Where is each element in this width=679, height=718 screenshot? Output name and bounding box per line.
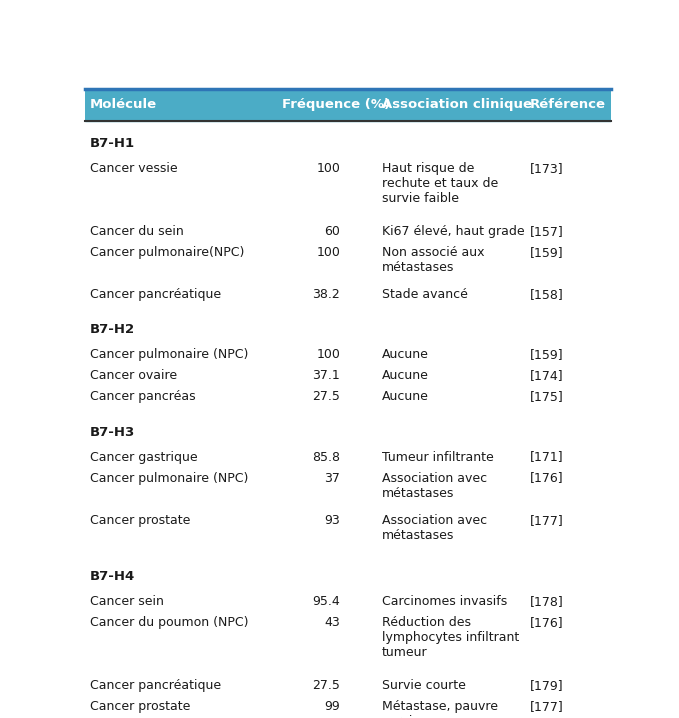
Bar [85,89,611,121]
Text: Association avec
métastases: Association avec métastases [382,513,488,541]
Text: Fréquence (%): Fréquence (%) [282,98,390,111]
Text: Aucune: Aucune [382,369,429,382]
Text: Haut risque de
rechute et taux de
survie faible: Haut risque de rechute et taux de survie… [382,162,498,205]
Text: Cancer pulmonaire (NPC): Cancer pulmonaire (NPC) [90,348,249,361]
Text: [178]: [178] [530,595,564,608]
Text: Réduction des
lymphocytes infiltrant
tumeur: Réduction des lymphocytes infiltrant tum… [382,616,519,659]
Text: Aucune: Aucune [382,391,429,404]
Text: Molécule: Molécule [90,98,158,111]
Text: [177]: [177] [530,700,564,713]
Text: Association avec
métastases: Association avec métastases [382,472,488,500]
Text: Métastase, pauvre
survie: Métastase, pauvre survie [382,700,498,718]
Text: Carcinomes invasifs: Carcinomes invasifs [382,595,507,608]
Text: [174]: [174] [530,369,563,382]
Text: 85.8: 85.8 [312,450,340,464]
Text: B7-H4: B7-H4 [90,570,135,583]
Text: Cancer pulmonaire(NPC): Cancer pulmonaire(NPC) [90,246,244,259]
Text: Cancer pancréas: Cancer pancréas [90,391,196,404]
Text: [158]: [158] [530,288,564,301]
Text: 43: 43 [325,616,340,629]
Text: Cancer gastrique: Cancer gastrique [90,450,198,464]
Text: Référence: Référence [530,98,606,111]
Text: Cancer ovaire: Cancer ovaire [90,369,177,382]
Text: [159]: [159] [530,348,563,361]
Text: 27.5: 27.5 [312,679,340,692]
Text: [157]: [157] [530,225,564,238]
Text: Ki67 élevé, haut grade: Ki67 élevé, haut grade [382,225,525,238]
Text: Stade avancé: Stade avancé [382,288,468,301]
Text: [176]: [176] [530,616,563,629]
Text: Cancer sein: Cancer sein [90,595,164,608]
Text: B7-H3: B7-H3 [90,426,135,439]
Text: 99: 99 [325,700,340,713]
Text: [176]: [176] [530,472,563,485]
Text: Cancer pancréatique: Cancer pancréatique [90,679,221,692]
Text: Cancer du sein: Cancer du sein [90,225,184,238]
Text: B7-H2: B7-H2 [90,324,135,337]
Text: 95.4: 95.4 [312,595,340,608]
Text: [179]: [179] [530,679,563,692]
Text: Cancer pulmonaire (NPC): Cancer pulmonaire (NPC) [90,472,249,485]
Text: Cancer prostate: Cancer prostate [90,513,191,526]
Text: 93: 93 [325,513,340,526]
Text: 100: 100 [316,348,340,361]
Text: Cancer pancréatique: Cancer pancréatique [90,288,221,301]
Text: 100: 100 [316,246,340,259]
Text: Association clinique: Association clinique [382,98,532,111]
Text: 38.2: 38.2 [312,288,340,301]
Text: Cancer prostate: Cancer prostate [90,700,191,713]
Text: [175]: [175] [530,391,564,404]
Text: 27.5: 27.5 [312,391,340,404]
Text: 37.1: 37.1 [312,369,340,382]
Text: 60: 60 [324,225,340,238]
Text: [171]: [171] [530,450,563,464]
Text: Non associé aux
métastases: Non associé aux métastases [382,246,485,274]
Text: 37: 37 [324,472,340,485]
Text: Survie courte: Survie courte [382,679,466,692]
Text: [173]: [173] [530,162,563,175]
Text: Aucune: Aucune [382,348,429,361]
Text: Cancer du poumon (NPC): Cancer du poumon (NPC) [90,616,249,629]
Text: B7-H1: B7-H1 [90,137,135,150]
Text: [177]: [177] [530,513,564,526]
Text: [159]: [159] [530,246,563,259]
Text: Cancer vessie: Cancer vessie [90,162,178,175]
Text: 100: 100 [316,162,340,175]
Text: Tumeur infiltrante: Tumeur infiltrante [382,450,494,464]
